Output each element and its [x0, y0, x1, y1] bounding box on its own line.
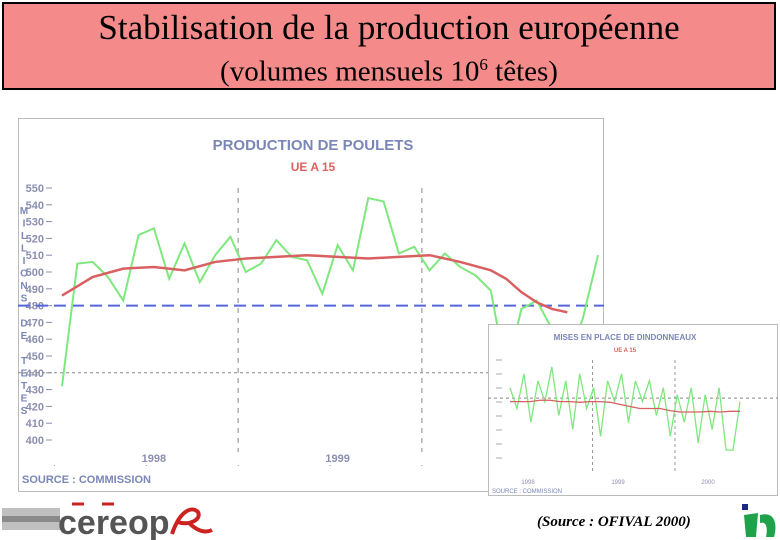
y-tick-label: 420 — [26, 401, 44, 413]
y-tick-label: 490 — [26, 284, 44, 296]
y-tick-label: 510 — [26, 250, 44, 262]
y-tick-label: 540 — [26, 200, 44, 212]
y-axis-label-letter: L — [21, 244, 27, 255]
main-chart-subtitle: UE A 15 — [291, 160, 336, 174]
inset-x-year-label: 1999 — [611, 480, 625, 486]
y-tick-label: 520 — [26, 233, 44, 245]
subtitle-prefix: (volumes mensuels 10 — [220, 55, 480, 88]
y-tick-label: 480 — [26, 301, 44, 313]
title-banner: Stabilisation de la production européenn… — [2, 2, 776, 90]
y-tick-label: 530 — [26, 217, 44, 229]
slide-subtitle: (volumes mensuels 106 têtes) — [4, 48, 774, 89]
y-tick-label: 550 — [26, 183, 44, 195]
y-axis-label-letter: L — [21, 231, 27, 242]
subtitle-suffix: têtes) — [487, 55, 558, 88]
cereopa-logo: cereop — [2, 502, 213, 540]
y-tick-label: 440 — [26, 368, 44, 380]
inset-chart-source: SOURCE : COMMISSION — [492, 489, 562, 495]
x-tick-mark: . — [421, 458, 424, 468]
y-axis-label-letter: E — [21, 394, 28, 405]
slide-title: Stabilisation de la production européenn… — [98, 8, 680, 47]
source-note: (Source : OFIVAL 2000) — [537, 514, 691, 530]
y-axis-label-letter: I — [23, 256, 26, 267]
y-tick-label: 460 — [26, 334, 44, 346]
inset-chart-frame — [488, 324, 778, 496]
x-tick-mark: . — [53, 458, 56, 468]
inset-chart-title: MISES EN PLACE DE DINDONNEAUX — [554, 333, 697, 342]
main-chart-title: PRODUCTION DE POULETS — [213, 137, 414, 154]
y-axis-label-letter: D — [20, 319, 27, 330]
y-tick-label: 400 — [26, 435, 44, 447]
inset-chart: MISES EN PLACE DE DINDONNEAUX UE A 15 SO… — [488, 324, 778, 496]
y-axis-label-letter: E — [21, 369, 28, 380]
x-tick-mark: . — [145, 458, 148, 468]
y-axis-label-letter: E — [21, 331, 28, 342]
y-axis-label-letter: I — [23, 219, 26, 230]
y-axis-label-letter: M — [20, 206, 28, 217]
y-tick-label: 500 — [26, 267, 44, 279]
x-year-label: 1998 — [142, 453, 166, 465]
y-tick-label: 450 — [26, 351, 44, 363]
inset-x-year-label: 2000 — [701, 480, 715, 486]
inset-monthly-line — [509, 366, 741, 451]
y-axis-label-letter: T — [21, 381, 27, 392]
inset-chart-subtitle: UE A 15 — [614, 348, 637, 354]
y-axis-label-letter: S — [21, 406, 28, 417]
y-tick-label: 430 — [26, 385, 44, 397]
main-chart-source: SOURCE : COMMISSION — [22, 474, 151, 486]
subtitle-exponent: 6 — [479, 55, 488, 74]
y-axis-label-letter: T — [21, 356, 27, 367]
trend-series-line — [61, 253, 568, 314]
y-axis-label-letter: N — [20, 281, 27, 292]
svg-text:cereop: cereop — [58, 504, 170, 540]
y-tick-label: 470 — [26, 317, 44, 329]
y-tick-label: 410 — [26, 418, 44, 430]
partner-logo-icon — [742, 504, 776, 537]
y-axis-label-letter: S — [21, 294, 28, 305]
inset-trend-line — [510, 399, 740, 413]
x-tick-mark: . — [329, 458, 332, 468]
x-tick-mark: . — [237, 458, 240, 468]
main-chart: PRODUCTION DE POULETS UE A 15 SOURCE : C… — [18, 118, 604, 492]
inset-x-year-label: 1998 — [521, 480, 535, 486]
x-year-label: 1999 — [325, 453, 349, 465]
y-axis-label-letter: O — [20, 269, 28, 280]
